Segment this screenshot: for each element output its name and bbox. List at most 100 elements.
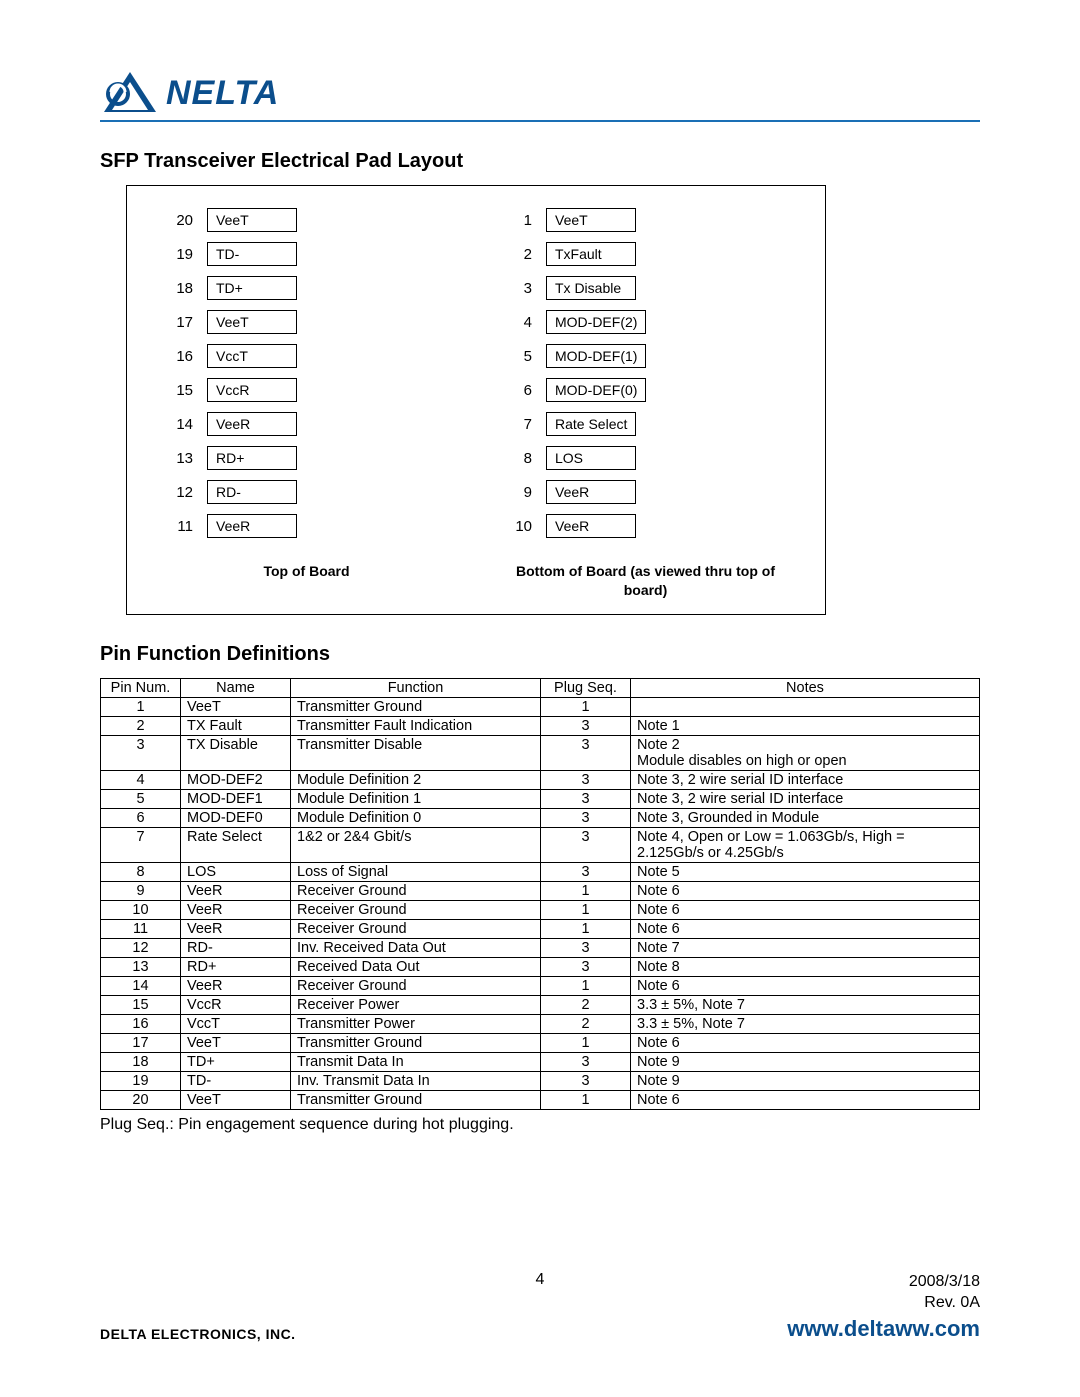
pad-left-column: 20VeeT19TD-18TD+17VeeT16VccT15VccR14VeeR…	[157, 208, 456, 548]
pad-row: 18TD+	[157, 276, 456, 300]
pad-number: 15	[157, 382, 207, 399]
table-row: 2TX FaultTransmitter Fault Indication3No…	[101, 716, 980, 735]
pad-number: 3	[496, 280, 546, 297]
pad-number: 17	[157, 314, 207, 331]
pad-number: 14	[157, 416, 207, 433]
pad-right-column: 1VeeT2TxFault3Tx Disable4MOD-DEF(2)5MOD-…	[496, 208, 795, 548]
pad-label: TD-	[207, 242, 297, 266]
pad-row: 7Rate Select	[496, 412, 795, 436]
table-cell: Transmitter Disable	[291, 735, 541, 770]
page-footer: 4 2008/3/18 Rev. 0A DELTA ELECTRONICS, I…	[100, 1271, 980, 1342]
pad-right-caption: Bottom of Board (as viewed thru top of b…	[496, 562, 795, 600]
table-cell	[631, 697, 980, 716]
pad-row: 15VccR	[157, 378, 456, 402]
pad-row: 1VeeT	[496, 208, 795, 232]
table-cell: 2	[541, 995, 631, 1014]
brand-name: NELTA	[166, 74, 279, 113]
header: NELTA	[100, 70, 980, 122]
table-cell: Inv. Received Data Out	[291, 938, 541, 957]
pad-row: 10VeeR	[496, 514, 795, 538]
table-cell: Received Data Out	[291, 957, 541, 976]
footer-url: www.deltaww.com	[787, 1316, 980, 1342]
table-cell: 1	[541, 697, 631, 716]
table-row: 15VccRReceiver Power23.3 ± 5%, Note 7	[101, 995, 980, 1014]
pad-label: MOD-DEF(1)	[546, 344, 646, 368]
delta-triangle-icon	[100, 70, 160, 116]
table-cell: Transmitter Ground	[291, 1090, 541, 1109]
pad-number: 18	[157, 280, 207, 297]
table-row: 14VeeRReceiver Ground1Note 6	[101, 976, 980, 995]
pad-layout-heading: SFP Transceiver Electrical Pad Layout	[100, 150, 980, 173]
pad-row: 8LOS	[496, 446, 795, 470]
pad-number: 5	[496, 348, 546, 365]
table-cell: Note 8	[631, 957, 980, 976]
pad-label: LOS	[546, 446, 636, 470]
pad-label: VccT	[207, 344, 297, 368]
pad-number: 2	[496, 246, 546, 263]
table-cell: Note 6	[631, 976, 980, 995]
pad-label: RD-	[207, 480, 297, 504]
pad-layout-diagram: 20VeeT19TD-18TD+17VeeT16VccT15VccR14VeeR…	[126, 185, 826, 615]
table-cell: VeeR	[181, 976, 291, 995]
table-cell: VeeT	[181, 1033, 291, 1052]
pin-definitions-table: Pin Num.NameFunctionPlug Seq.Notes 1VeeT…	[100, 678, 980, 1110]
pad-row: 6MOD-DEF(0)	[496, 378, 795, 402]
brand-logo: NELTA	[100, 70, 279, 116]
table-cell: RD+	[181, 957, 291, 976]
pad-left-caption: Top of Board	[157, 562, 456, 600]
table-cell: Note 6	[631, 1033, 980, 1052]
pad-row: 16VccT	[157, 344, 456, 368]
table-cell: MOD-DEF0	[181, 808, 291, 827]
table-cell: 19	[101, 1071, 181, 1090]
table-cell: Note 1	[631, 716, 980, 735]
table-cell: 5	[101, 789, 181, 808]
table-cell: RD-	[181, 938, 291, 957]
footer-company: DELTA ELECTRONICS, INC.	[100, 1326, 296, 1342]
table-row: 3TX DisableTransmitter Disable3Note 2Mod…	[101, 735, 980, 770]
table-cell: 3	[541, 789, 631, 808]
table-row: 18TD+Transmit Data In3Note 9	[101, 1052, 980, 1071]
pad-label: VeeR	[207, 514, 297, 538]
table-cell: Receiver Ground	[291, 976, 541, 995]
table-cell: 3	[541, 957, 631, 976]
table-cell: Inv. Transmit Data In	[291, 1071, 541, 1090]
table-cell: 11	[101, 919, 181, 938]
table-cell: TX Disable	[181, 735, 291, 770]
table-cell: VeeT	[181, 697, 291, 716]
table-cell: 3	[541, 770, 631, 789]
table-cell: VeeR	[181, 900, 291, 919]
table-cell: 3	[541, 862, 631, 881]
table-header-cell: Plug Seq.	[541, 678, 631, 697]
pad-row: 12RD-	[157, 480, 456, 504]
table-cell: 1	[541, 919, 631, 938]
table-cell: 16	[101, 1014, 181, 1033]
pad-number: 8	[496, 450, 546, 467]
table-cell: 18	[101, 1052, 181, 1071]
pad-label: VeeR	[546, 480, 636, 504]
table-cell: 12	[101, 938, 181, 957]
table-row: 6MOD-DEF0Module Definition 03Note 3, Gro…	[101, 808, 980, 827]
table-cell: 17	[101, 1033, 181, 1052]
pad-label: VccR	[207, 378, 297, 402]
pad-label: VeeT	[546, 208, 636, 232]
pad-row: 9VeeR	[496, 480, 795, 504]
table-cell: Note 6	[631, 900, 980, 919]
table-cell: Note 9	[631, 1071, 980, 1090]
table-cell: VeeR	[181, 919, 291, 938]
table-cell: 3	[541, 827, 631, 862]
table-row: 8LOSLoss of Signal3Note 5	[101, 862, 980, 881]
pad-number: 16	[157, 348, 207, 365]
table-cell: Transmitter Power	[291, 1014, 541, 1033]
table-header-cell: Pin Num.	[101, 678, 181, 697]
table-row: 4MOD-DEF2Module Definition 23Note 3, 2 w…	[101, 770, 980, 789]
pad-number: 12	[157, 484, 207, 501]
pad-number: 7	[496, 416, 546, 433]
footer-date: 2008/3/18	[909, 1273, 980, 1290]
pad-label: VeeT	[207, 208, 297, 232]
table-cell: 8	[101, 862, 181, 881]
table-row: 7Rate Select1&2 or 2&4 Gbit/s3Note 4, Op…	[101, 827, 980, 862]
pad-number: 19	[157, 246, 207, 263]
table-cell: Module Definition 2	[291, 770, 541, 789]
table-row: 5MOD-DEF1Module Definition 13Note 3, 2 w…	[101, 789, 980, 808]
table-cell: 3	[541, 716, 631, 735]
